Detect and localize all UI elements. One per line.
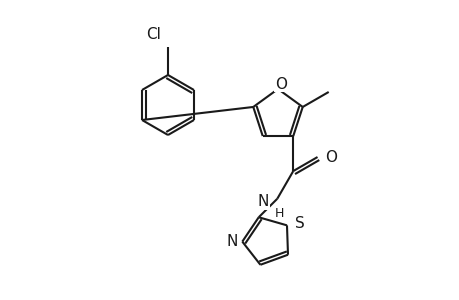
Text: N: N (257, 194, 269, 209)
Text: O: O (274, 76, 286, 92)
Text: N: N (226, 234, 238, 249)
Text: H: H (274, 207, 283, 220)
Text: Cl: Cl (146, 27, 161, 42)
Text: S: S (294, 216, 304, 231)
Text: O: O (325, 149, 337, 164)
